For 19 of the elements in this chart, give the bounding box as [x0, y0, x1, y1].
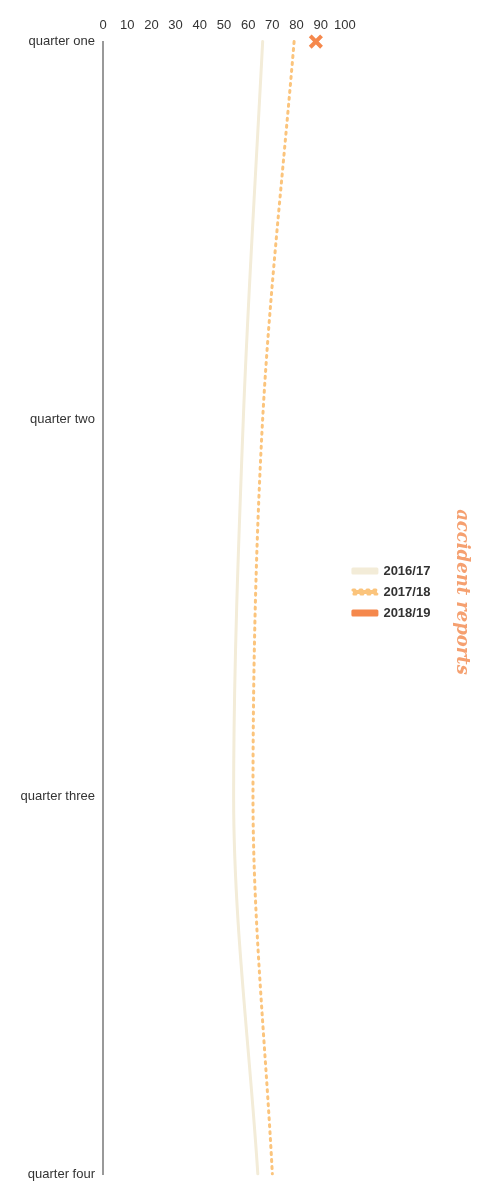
x-tick-label: 20: [144, 17, 159, 33]
x-tick-label: 0: [99, 17, 107, 33]
y-tick-label: quarter two: [29, 410, 95, 426]
text: accident reports: [452, 509, 474, 675]
x-tick-label: 50: [216, 17, 232, 33]
y-tick-label: quarter four: [27, 1165, 96, 1181]
x-tick-label: 60: [240, 17, 256, 33]
x-tick-label: 90: [313, 17, 328, 33]
x-tick-label: 100: [334, 17, 356, 33]
y-tick-label: quarter one: [28, 33, 95, 49]
x-tick-label: 10: [119, 17, 135, 33]
legend-label: 2017/18: [383, 583, 431, 599]
x-tick-label: 30: [168, 17, 183, 33]
x-tick-label: 70: [265, 17, 280, 33]
legend-label: 2018/19: [383, 604, 431, 620]
x-tick-label: 40: [192, 17, 207, 33]
legend-label: 2016/17: [383, 562, 431, 578]
x-tick-label: 80: [289, 17, 304, 33]
y-tick-label: quarter three: [20, 788, 95, 804]
